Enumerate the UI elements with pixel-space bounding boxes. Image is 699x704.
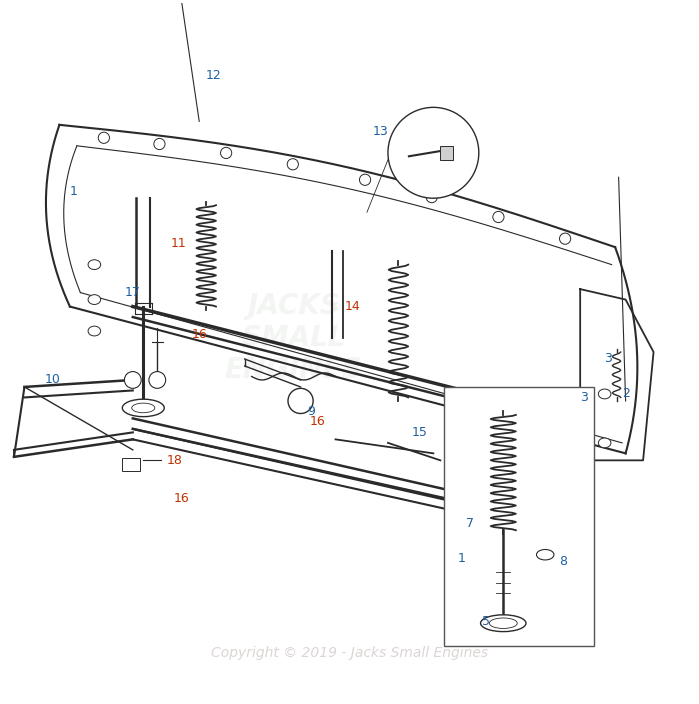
Ellipse shape bbox=[481, 615, 526, 631]
Circle shape bbox=[149, 372, 166, 389]
Bar bbox=[440, 146, 453, 160]
Text: 12: 12 bbox=[206, 70, 221, 82]
Text: 13: 13 bbox=[373, 125, 389, 138]
Text: 18: 18 bbox=[167, 454, 182, 467]
Circle shape bbox=[154, 139, 165, 149]
Circle shape bbox=[359, 174, 370, 185]
Ellipse shape bbox=[88, 260, 101, 270]
Text: Copyright © 2019 - Jacks Small Engines: Copyright © 2019 - Jacks Small Engines bbox=[211, 646, 488, 660]
Text: 1: 1 bbox=[457, 552, 466, 565]
Text: 7: 7 bbox=[466, 517, 474, 529]
Circle shape bbox=[559, 233, 570, 244]
Text: 11: 11 bbox=[171, 237, 186, 250]
Text: JACKS
SMALL
ENGINES: JACKS SMALL ENGINES bbox=[225, 291, 362, 384]
Text: 5: 5 bbox=[482, 615, 490, 627]
Text: ©: © bbox=[330, 302, 341, 312]
Ellipse shape bbox=[88, 326, 101, 336]
Text: 2: 2 bbox=[621, 387, 630, 401]
Bar bbox=[122, 458, 140, 471]
Text: 14: 14 bbox=[345, 300, 361, 313]
Ellipse shape bbox=[489, 618, 517, 629]
Circle shape bbox=[493, 211, 504, 222]
Ellipse shape bbox=[537, 549, 554, 560]
Text: 3: 3 bbox=[579, 391, 588, 404]
Text: 15: 15 bbox=[412, 426, 427, 439]
Text: 16: 16 bbox=[310, 415, 326, 429]
Circle shape bbox=[220, 147, 232, 158]
Circle shape bbox=[99, 132, 110, 144]
Text: 1: 1 bbox=[69, 184, 78, 198]
Ellipse shape bbox=[88, 295, 101, 304]
Ellipse shape bbox=[598, 389, 611, 399]
Text: 9: 9 bbox=[307, 405, 315, 418]
Text: 8: 8 bbox=[559, 555, 567, 568]
Ellipse shape bbox=[131, 403, 154, 413]
Circle shape bbox=[287, 158, 298, 170]
Text: 16: 16 bbox=[174, 492, 189, 505]
Text: 10: 10 bbox=[45, 373, 60, 386]
Text: 16: 16 bbox=[192, 328, 207, 341]
Ellipse shape bbox=[598, 438, 611, 448]
Text: 3: 3 bbox=[604, 353, 612, 365]
Circle shape bbox=[426, 191, 438, 203]
Circle shape bbox=[288, 389, 313, 413]
Circle shape bbox=[124, 372, 141, 389]
Circle shape bbox=[388, 107, 479, 199]
Ellipse shape bbox=[122, 399, 164, 417]
Text: 17: 17 bbox=[125, 286, 140, 299]
Bar bbox=[444, 387, 594, 646]
